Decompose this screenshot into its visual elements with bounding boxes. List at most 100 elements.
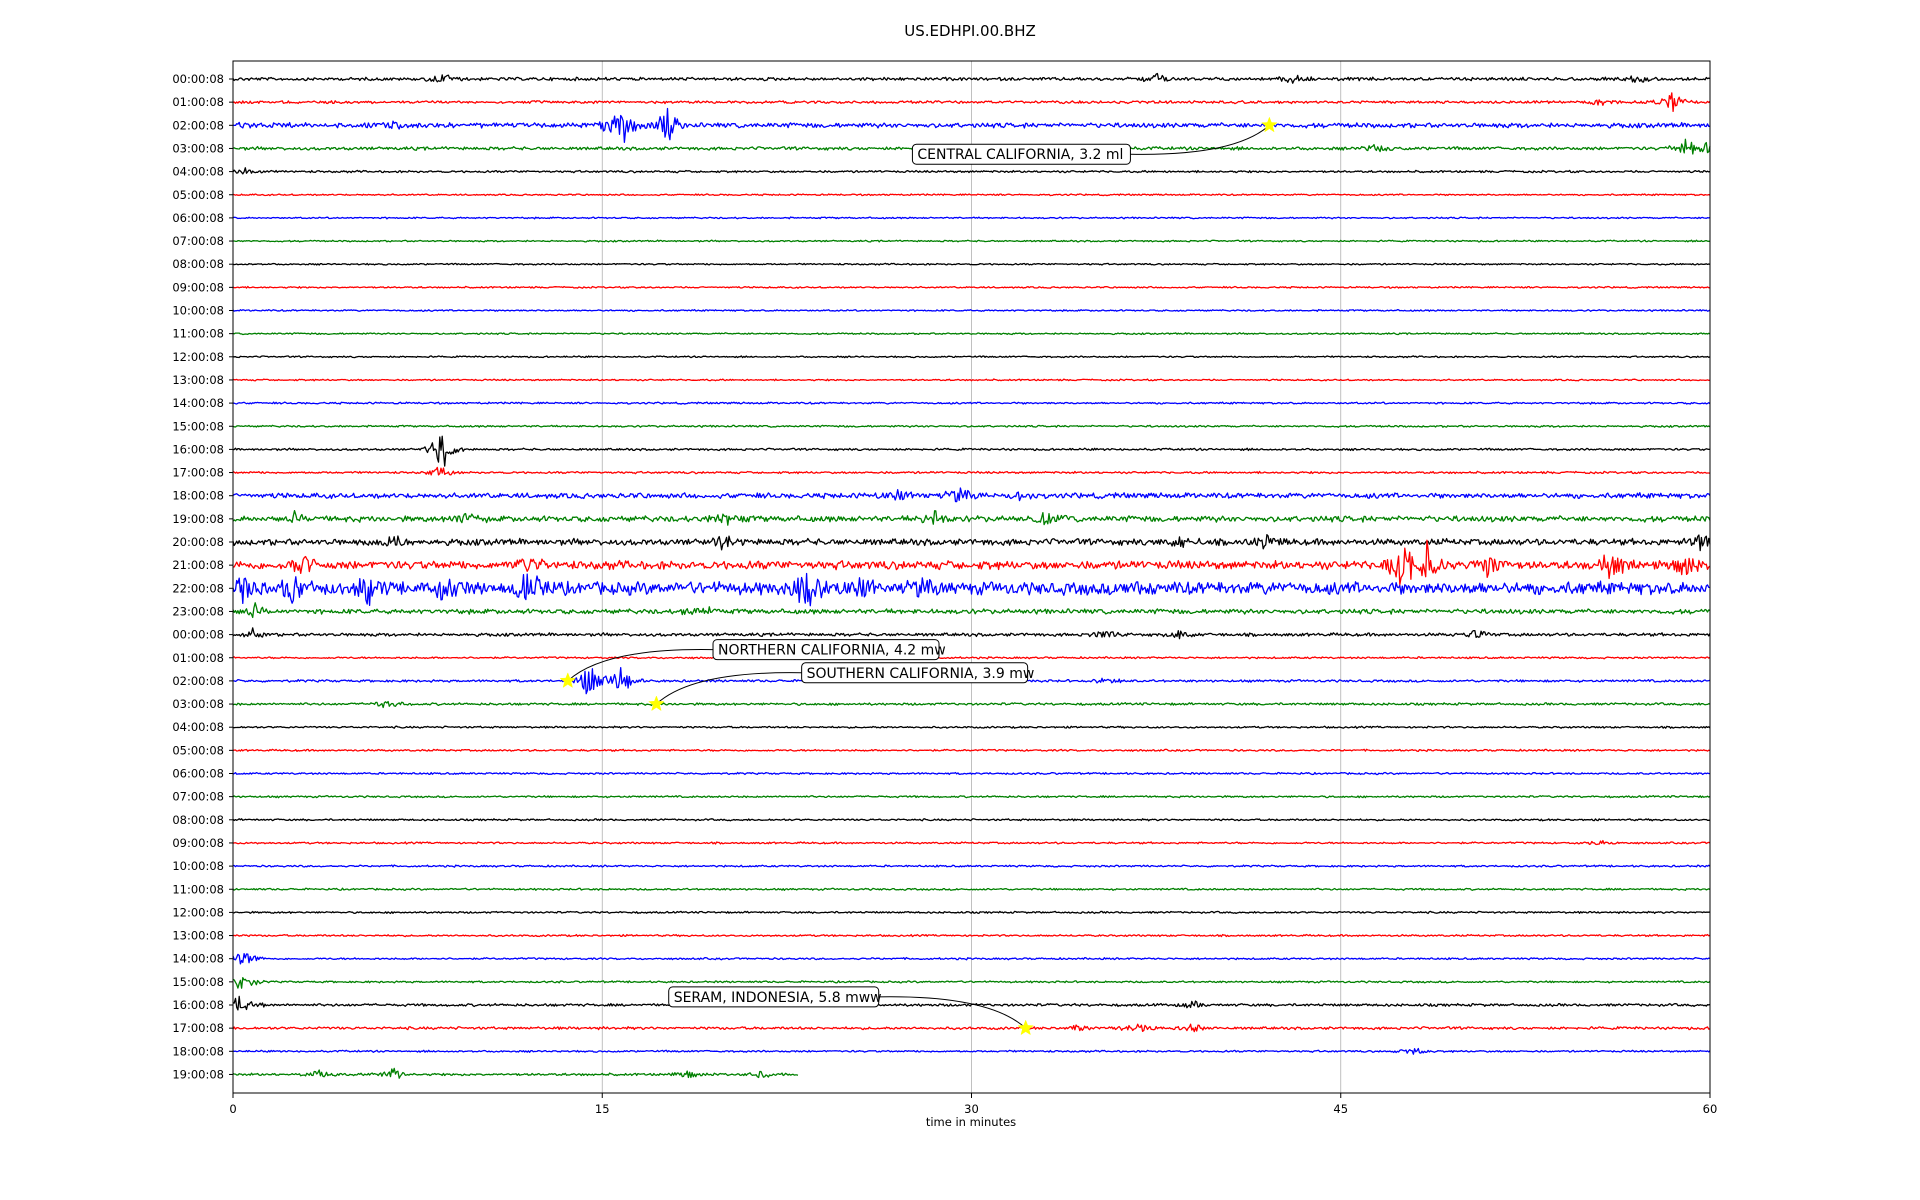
event-connector-3 bbox=[878, 996, 1026, 1029]
row-label-7: 07:00:08 bbox=[172, 234, 224, 248]
event-connector-2 bbox=[656, 672, 802, 705]
x-tick-label-30: 30 bbox=[964, 1102, 979, 1116]
trace-row-37 bbox=[232, 933, 1711, 938]
trace-row-19 bbox=[232, 509, 1711, 526]
row-label-43: 19:00:08 bbox=[172, 1067, 224, 1081]
x-tick-label-45: 45 bbox=[1333, 1102, 1348, 1116]
trace-row-39 bbox=[232, 977, 1711, 989]
row-label-22: 22:00:08 bbox=[172, 581, 224, 595]
row-label-30: 06:00:08 bbox=[172, 767, 224, 781]
event-label-0: CENTRAL CALIFORNIA, 3.2 ml bbox=[917, 147, 1123, 163]
row-label-28: 04:00:08 bbox=[172, 720, 224, 734]
row-label-21: 21:00:08 bbox=[172, 558, 224, 572]
x-axis-label: time in minutes bbox=[926, 1115, 1016, 1129]
event-annotations: CENTRAL CALIFORNIA, 3.2 ml NORTHERN CALIF… bbox=[559, 116, 1278, 1036]
row-label-38: 14:00:08 bbox=[172, 952, 224, 966]
trace-row-28 bbox=[232, 725, 1711, 729]
trace-row-22 bbox=[232, 572, 1711, 607]
row-label-10: 10:00:08 bbox=[172, 304, 224, 318]
row-label-17: 17:00:08 bbox=[172, 466, 224, 480]
trace-row-8 bbox=[232, 262, 1711, 266]
trace-row-35 bbox=[232, 887, 1711, 891]
trace-row-5 bbox=[232, 193, 1711, 197]
trace-row-25 bbox=[232, 656, 1711, 660]
row-label-33: 09:00:08 bbox=[172, 836, 224, 850]
trace-row-23 bbox=[232, 602, 1711, 619]
trace-row-0 bbox=[232, 72, 1711, 84]
trace-row-2 bbox=[232, 107, 1711, 143]
chart-title: US.EDHPI.00.BHZ bbox=[904, 22, 1036, 40]
trace-row-30 bbox=[232, 771, 1711, 776]
trace-row-15 bbox=[232, 424, 1711, 428]
row-label-11: 11:00:08 bbox=[172, 327, 224, 341]
row-label-16: 16:00:08 bbox=[172, 442, 224, 456]
event-connector-0 bbox=[1130, 124, 1270, 155]
event-connector-1 bbox=[567, 649, 714, 682]
row-label-2: 02:00:08 bbox=[172, 118, 224, 132]
row-label-41: 17:00:08 bbox=[172, 1021, 224, 1035]
trace-row-36 bbox=[232, 910, 1711, 915]
row-label-6: 06:00:08 bbox=[172, 211, 224, 225]
trace-row-17 bbox=[232, 466, 1711, 476]
trace-row-13 bbox=[232, 378, 1711, 382]
row-label-26: 02:00:08 bbox=[172, 674, 224, 688]
trace-row-4 bbox=[232, 167, 1711, 175]
row-label-39: 15:00:08 bbox=[172, 975, 224, 989]
event-star-3 bbox=[1017, 1019, 1034, 1036]
row-label-32: 08:00:08 bbox=[172, 813, 224, 827]
row-label-14: 14:00:08 bbox=[172, 396, 224, 410]
row-label-27: 03:00:08 bbox=[172, 697, 224, 711]
trace-row-16 bbox=[232, 435, 1711, 467]
row-label-19: 19:00:08 bbox=[172, 512, 224, 526]
trace-row-31 bbox=[232, 794, 1711, 799]
event-label-box-2 bbox=[801, 662, 1029, 684]
row-label-1: 01:00:08 bbox=[172, 95, 224, 109]
trace-row-21 bbox=[232, 539, 1711, 586]
event-star-1 bbox=[559, 672, 577, 688]
x-tick-label-60: 60 bbox=[1703, 1102, 1718, 1116]
row-label-24: 00:00:08 bbox=[172, 628, 224, 642]
row-label-31: 07:00:08 bbox=[172, 790, 224, 804]
row-label-9: 09:00:08 bbox=[172, 280, 224, 294]
event-label-1: NORTHERN CALIFORNIA, 4.2 mw bbox=[718, 643, 946, 659]
x-axis-ticks: 0 15 30 45 60 bbox=[229, 1093, 1717, 1116]
row-label-35: 11:00:08 bbox=[172, 882, 224, 896]
row-label-37: 13:00:08 bbox=[172, 929, 224, 943]
row-label-25: 01:00:08 bbox=[172, 651, 224, 665]
row-label-23: 23:00:08 bbox=[172, 604, 224, 618]
row-label-42: 18:00:08 bbox=[172, 1044, 224, 1058]
row-time-labels: 00:00:08 01:00:08 02:00:08 03:00:08 04:00:08… bbox=[172, 72, 233, 1081]
trace-row-9 bbox=[232, 285, 1711, 289]
trace-row-24 bbox=[232, 627, 1711, 640]
trace-row-18 bbox=[232, 487, 1711, 503]
row-label-0: 00:00:08 bbox=[172, 72, 224, 86]
row-label-12: 12:00:08 bbox=[172, 350, 224, 364]
row-label-36: 12:00:08 bbox=[172, 905, 224, 919]
trace-row-10 bbox=[232, 308, 1711, 313]
trace-row-29 bbox=[232, 748, 1711, 753]
row-label-15: 15:00:08 bbox=[172, 419, 224, 433]
trace-row-33 bbox=[232, 839, 1711, 846]
trace-row-27 bbox=[232, 700, 1711, 709]
trace-row-38 bbox=[232, 953, 1711, 965]
trace-row-43 bbox=[232, 1067, 799, 1079]
x-tick-label-0: 0 bbox=[229, 1102, 236, 1116]
row-label-5: 05:00:08 bbox=[172, 188, 224, 202]
event-label-box-0 bbox=[911, 143, 1131, 165]
trace-row-6 bbox=[232, 216, 1711, 220]
trace-row-32 bbox=[232, 818, 1711, 822]
trace-row-20 bbox=[232, 534, 1711, 552]
trace-row-14 bbox=[232, 401, 1711, 405]
x-tick-label-15: 15 bbox=[595, 1102, 610, 1116]
trace-row-34 bbox=[233, 864, 1711, 868]
event-label-box-3 bbox=[668, 986, 880, 1008]
row-label-34: 10:00:08 bbox=[172, 859, 224, 873]
event-label-box-1 bbox=[712, 639, 940, 661]
row-label-20: 20:00:08 bbox=[172, 535, 224, 549]
row-label-8: 08:00:08 bbox=[172, 257, 224, 271]
event-star-2 bbox=[648, 695, 665, 712]
row-label-4: 04:00:08 bbox=[172, 165, 224, 179]
row-label-3: 03:00:08 bbox=[172, 141, 224, 155]
trace-row-1 bbox=[232, 92, 1711, 113]
